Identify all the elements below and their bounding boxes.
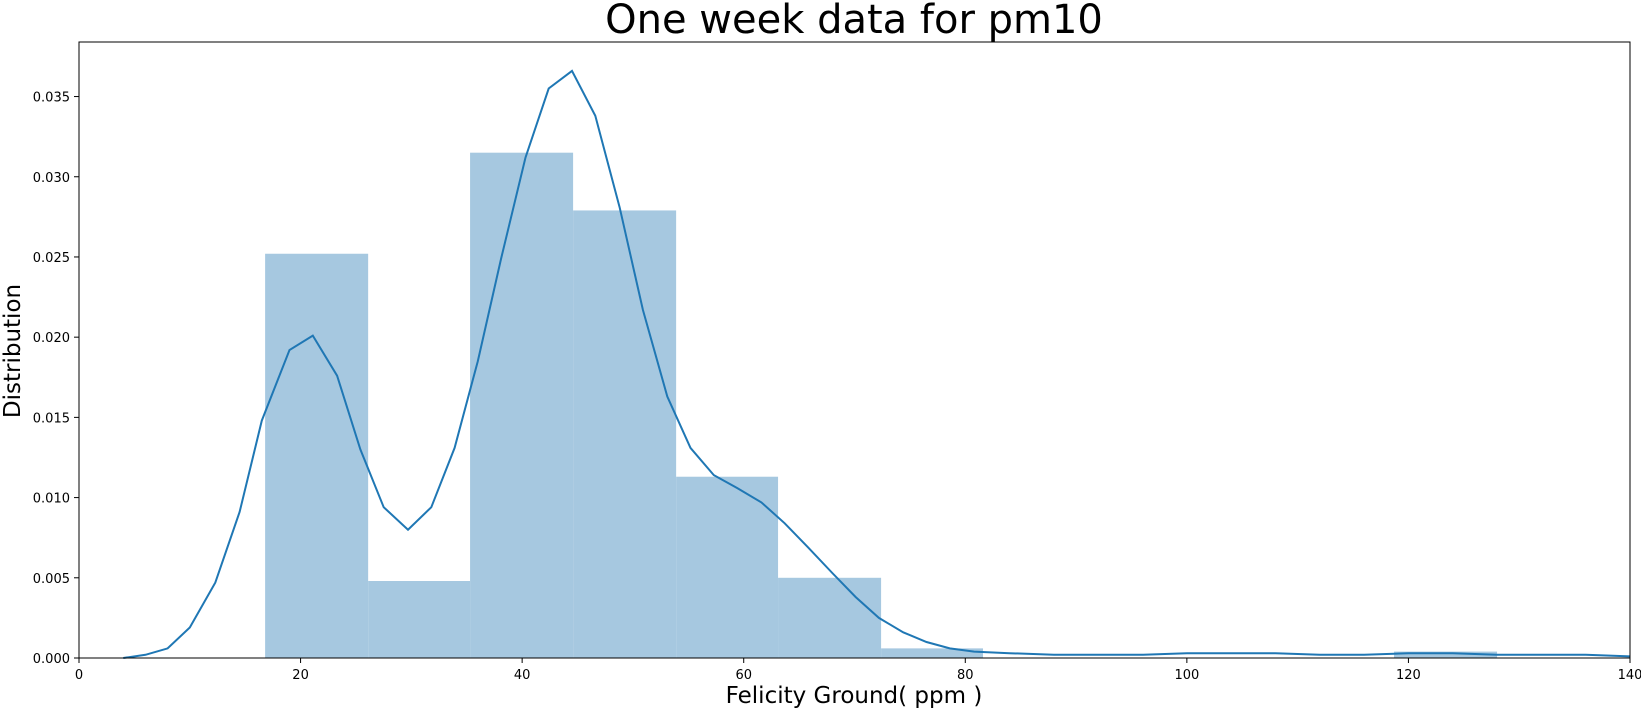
x-tick-label: 140	[1618, 668, 1641, 683]
x-tick-label: 80	[957, 668, 974, 683]
x-tick-label: 120	[1396, 668, 1421, 683]
x-tick-label: 0	[75, 668, 83, 683]
histogram-bar	[368, 581, 471, 658]
y-axis-label: Distribution	[0, 284, 26, 418]
histogram-bar	[1394, 651, 1498, 658]
x-tick-label: 60	[735, 668, 752, 683]
y-tick-label: 0.000	[33, 652, 70, 667]
y-tick-label: 0.020	[33, 331, 70, 346]
chart-title: One week data for pm10	[605, 0, 1103, 43]
histogram-bars	[265, 152, 1498, 658]
plot-frame	[78, 41, 1631, 659]
y-tick-label: 0.025	[33, 251, 70, 266]
kde-line	[123, 69, 1631, 659]
x-axis-ticks: 0 20 40 60 80 100 120 140	[75, 658, 1641, 683]
histogram-bar	[881, 648, 984, 658]
histogram-bar	[676, 476, 779, 658]
x-tick-label: 100	[1174, 668, 1199, 683]
y-tick-label: 0.010	[33, 492, 70, 507]
x-tick-label: 20	[292, 668, 309, 683]
y-tick-label: 0.030	[33, 171, 70, 186]
histogram-bar	[470, 152, 574, 658]
x-tick-label: 40	[514, 668, 531, 683]
y-tick-label: 0.005	[33, 572, 70, 587]
y-tick-label: 0.015	[33, 411, 70, 426]
kde-curve-group	[123, 69, 1631, 659]
y-tick-label: 0.035	[33, 91, 70, 106]
histogram-bar	[778, 577, 882, 658]
histogram-bar	[573, 210, 677, 658]
x-axis-label: Felicity Ground( ppm )	[726, 683, 983, 709]
histogram-bar	[265, 253, 369, 658]
y-axis-ticks: 0.000 0.005 0.010 0.015 0.020 0.025 0.030 0.035	[33, 91, 79, 667]
